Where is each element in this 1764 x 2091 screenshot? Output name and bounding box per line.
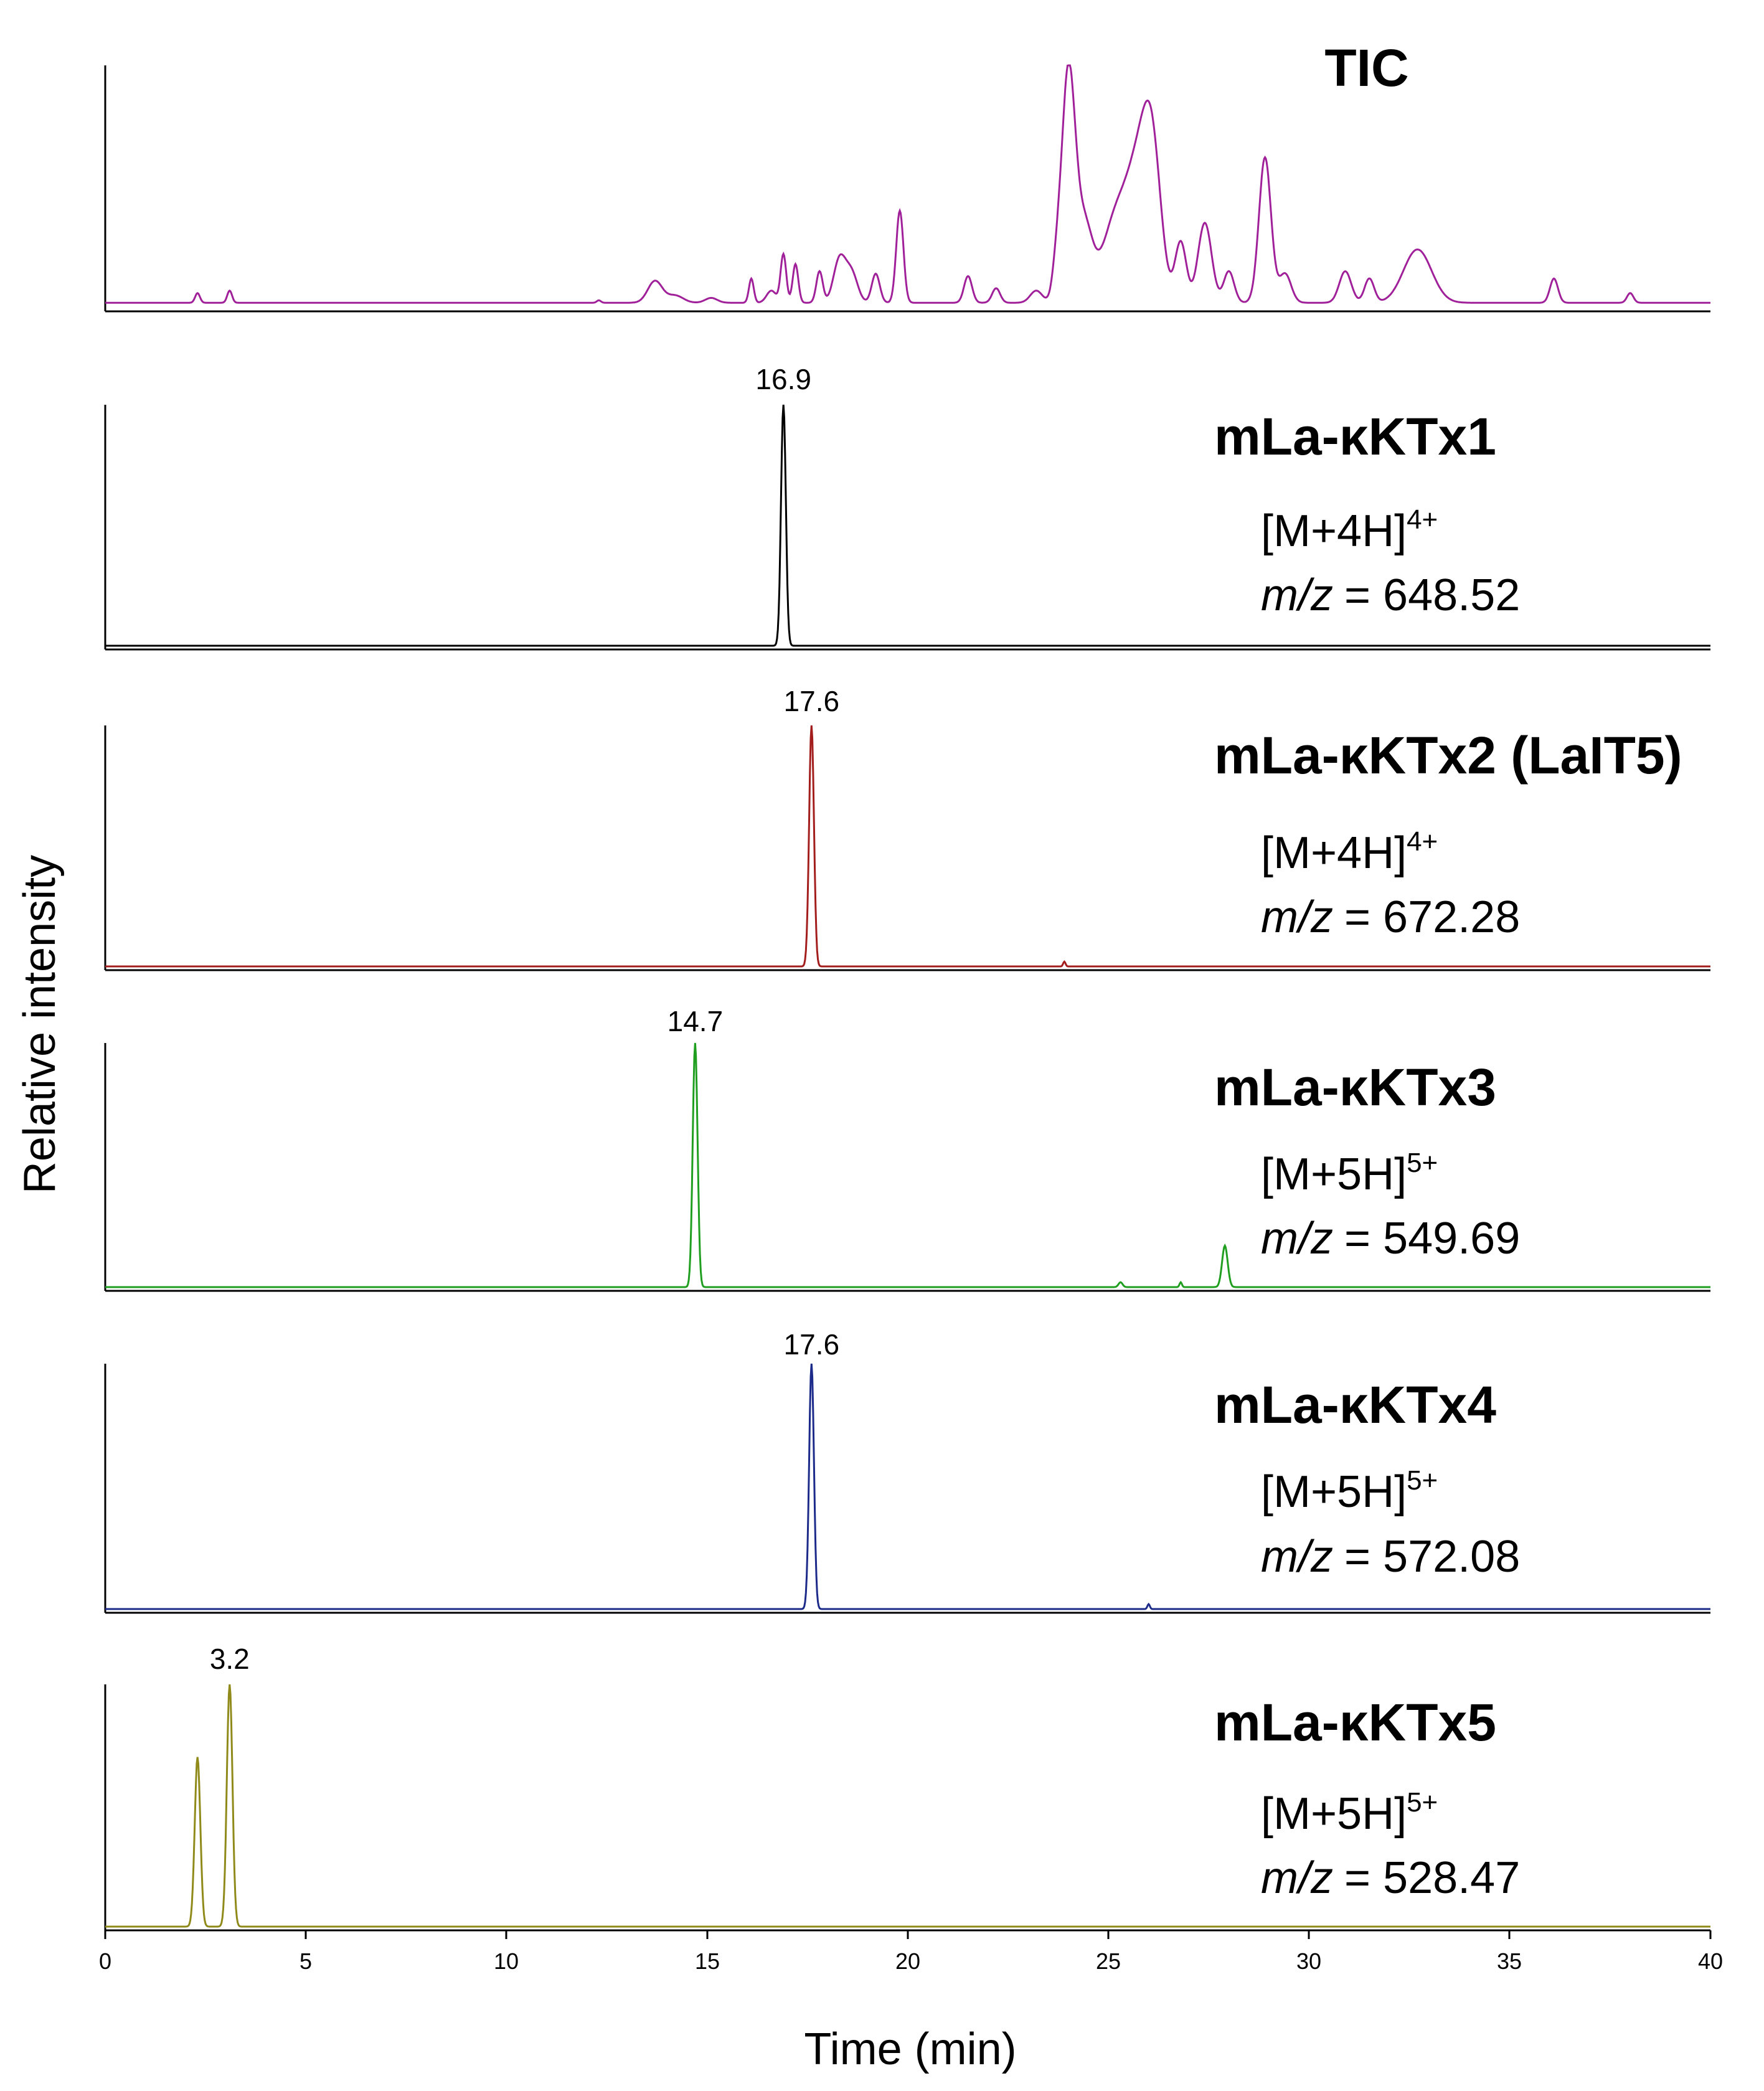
panel-title: mLa-κKTx1 <box>1214 407 1496 466</box>
panel-tic: TIC <box>104 39 1710 313</box>
mz-symbol: m/z <box>1261 570 1333 620</box>
x-tick: 15 <box>695 1930 720 1974</box>
mz-value: = 672.28 <box>1344 892 1520 942</box>
x-tick-label: 0 <box>99 1948 111 1974</box>
y-axis-title: Relative intensity <box>15 855 65 1194</box>
mz-label: m/z = 648.52 <box>1261 570 1520 620</box>
x-tick-label: 10 <box>494 1948 519 1974</box>
x-tick-label: 40 <box>1698 1948 1723 1974</box>
panel-title-tic: TIC <box>1324 39 1408 97</box>
mz-value: = 549.69 <box>1344 1214 1520 1263</box>
mz-symbol: m/z <box>1261 892 1333 942</box>
panel-kktx1: 16.9 mLa-κKTx1 [M+4H]4+ m/z = 648.52 <box>104 363 1710 651</box>
tic-trace <box>105 64 1710 304</box>
mz-label: m/z = 549.69 <box>1261 1214 1520 1263</box>
x-tick: 40 <box>1698 1930 1723 1974</box>
x-axis-title: Time (min) <box>804 2024 1016 2074</box>
x-tick-label: 35 <box>1497 1948 1522 1974</box>
peak-label: 16.9 <box>755 363 811 395</box>
peak-label: 14.7 <box>667 1005 724 1037</box>
ion-charge: 4+ <box>1407 504 1438 535</box>
x-tick: 35 <box>1497 1930 1522 1974</box>
panel-kktx4: 17.6 mLa-κKTx4 [M+5H]5+ m/z = 572.08 <box>104 1328 1710 1614</box>
mz-label: m/z = 528.47 <box>1261 1853 1520 1903</box>
ion-label: [M+5H]5+ <box>1261 1787 1438 1839</box>
panel-title: mLa-κKTx2 (LaIT5) <box>1214 726 1682 785</box>
ion-charge: 4+ <box>1407 826 1438 857</box>
mz-symbol: m/z <box>1261 1853 1333 1903</box>
x-tick-label: 5 <box>300 1948 312 1974</box>
mz-label: m/z = 672.28 <box>1261 892 1520 942</box>
mz-value: = 528.47 <box>1344 1853 1520 1903</box>
x-tick: 30 <box>1296 1930 1321 1974</box>
peak-label: 17.6 <box>784 1328 840 1361</box>
ion-formula: [M+4H] <box>1261 506 1407 556</box>
x-tick-label: 15 <box>695 1948 720 1974</box>
x-axis: 0 5 10 15 20 25 30 35 40 <box>99 1930 1723 1974</box>
panel-kktx3: 14.7 mLa-κKTx3 [M+5H]5+ m/z = 549.69 <box>104 1005 1710 1292</box>
kktx5-trace <box>105 1684 1710 1928</box>
ion-formula: [M+5H] <box>1261 1149 1407 1199</box>
kktx1-trace <box>105 404 1710 647</box>
ion-charge: 5+ <box>1407 1148 1438 1178</box>
panel-title: mLa-κKTx4 <box>1214 1376 1496 1434</box>
mz-value: = 572.08 <box>1344 1532 1520 1582</box>
x-tick-label: 20 <box>895 1948 920 1974</box>
ion-formula: [M+5H] <box>1261 1789 1407 1839</box>
panel-kktx2: 17.6 mLa-κKTx2 (LaIT5) [M+4H]4+ m/z = 672… <box>104 685 1710 971</box>
ion-charge: 5+ <box>1407 1465 1438 1496</box>
kktx4-trace <box>105 1363 1710 1610</box>
mz-value: = 648.52 <box>1344 570 1520 620</box>
x-tick: 20 <box>895 1930 920 1974</box>
kktx2-trace <box>105 725 1710 968</box>
ion-formula: [M+4H] <box>1261 828 1407 878</box>
mz-label: m/z = 572.08 <box>1261 1532 1520 1582</box>
mz-symbol: m/z <box>1261 1532 1333 1582</box>
x-tick: 0 <box>99 1930 111 1974</box>
x-tick: 5 <box>300 1930 312 1974</box>
x-tick-label: 30 <box>1296 1948 1321 1974</box>
ion-label: [M+5H]5+ <box>1261 1148 1438 1199</box>
mz-symbol: m/z <box>1261 1214 1333 1263</box>
ion-label: [M+5H]5+ <box>1261 1465 1438 1517</box>
x-tick-label: 25 <box>1096 1948 1121 1974</box>
peak-label: 17.6 <box>784 685 840 717</box>
panel-title: mLa-κKTx3 <box>1214 1058 1496 1116</box>
ion-label: [M+4H]4+ <box>1261 826 1438 878</box>
x-tick: 25 <box>1096 1930 1121 1974</box>
x-tick: 10 <box>494 1930 519 1974</box>
ion-formula: [M+5H] <box>1261 1467 1407 1517</box>
panel-title: mLa-κKTx5 <box>1214 1693 1496 1752</box>
peak-label: 3.2 <box>210 1643 250 1675</box>
ion-label: [M+4H]4+ <box>1261 504 1438 556</box>
ion-charge: 5+ <box>1407 1787 1438 1818</box>
panel-kktx5: 3.2 mLa-κKTx5 [M+5H]5+ m/z = 528.47 <box>104 1643 1710 1932</box>
kktx3-trace <box>105 1042 1710 1288</box>
